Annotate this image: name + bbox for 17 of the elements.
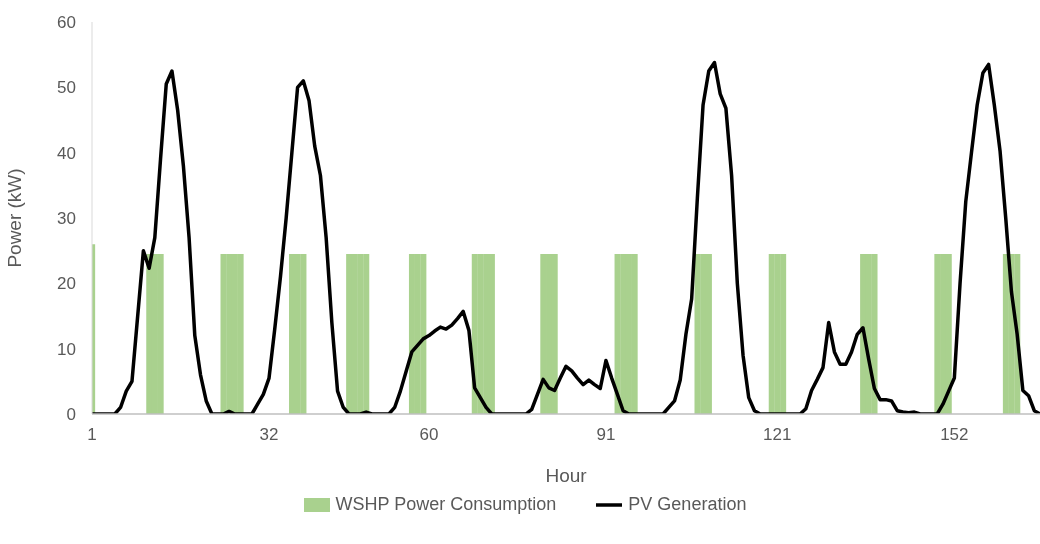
x-tick-label: 152 (940, 425, 969, 445)
x-tick-label: 91 (596, 425, 616, 445)
y-tick-label: 40 (57, 143, 76, 163)
y-tick-label: 50 (57, 78, 76, 98)
x-tick-label: 32 (259, 425, 279, 445)
legend-label: PV Generation (628, 494, 747, 515)
x-axis-title: Hour (545, 465, 588, 486)
y-axis-title: Power (kW) (3, 168, 25, 268)
x-tick-label: 60 (419, 425, 439, 445)
x-tick-label: 121 (763, 425, 792, 445)
y-tick-label: 20 (57, 274, 76, 294)
y-tick-label: 30 (57, 209, 76, 229)
y-tick-label: 60 (57, 13, 76, 33)
x-tick-label: 1 (87, 425, 97, 445)
y-tick-label: 10 (57, 339, 76, 359)
y-tick-label: 0 (66, 405, 76, 425)
legend-label: WSHP Power Consumption (335, 494, 557, 515)
